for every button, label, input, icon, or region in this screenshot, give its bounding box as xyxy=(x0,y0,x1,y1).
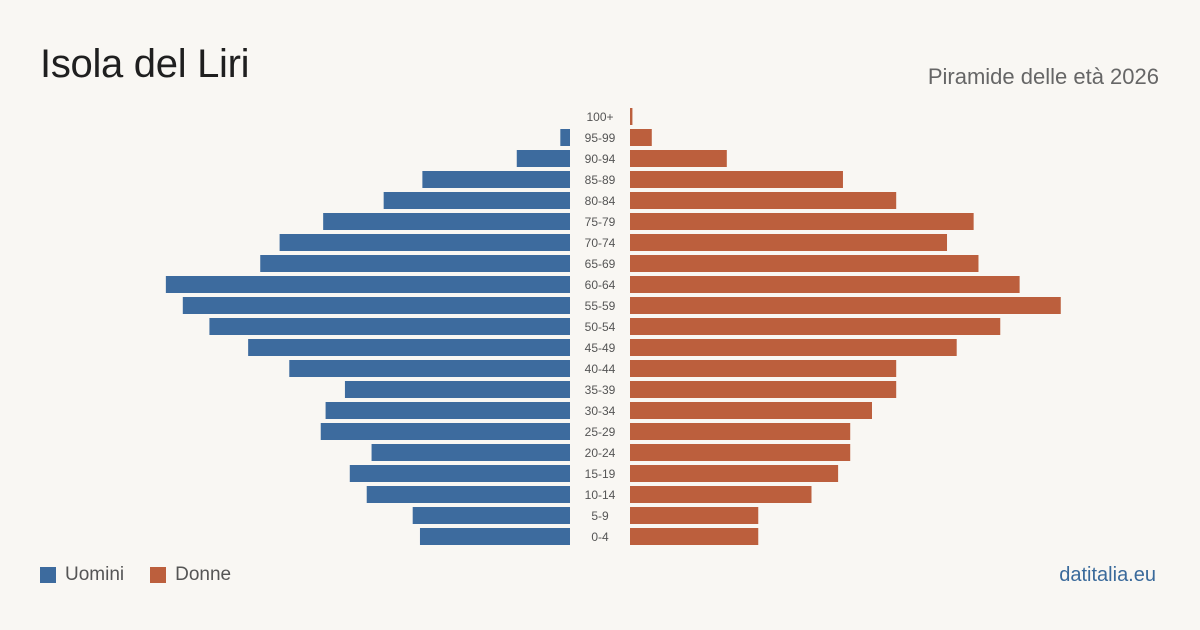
bar-men-80-84 xyxy=(383,192,570,209)
age-label-55-59: 55-59 xyxy=(585,299,616,313)
age-label-10-14: 10-14 xyxy=(585,488,616,502)
bar-women-20-24 xyxy=(630,444,851,461)
bar-women-15-19 xyxy=(630,465,839,482)
bar-men-0-4 xyxy=(419,528,570,545)
age-label-90-94: 90-94 xyxy=(585,152,616,166)
age-label-40-44: 40-44 xyxy=(585,362,616,376)
bar-women-25-29 xyxy=(630,423,851,440)
legend-label-men: Uomini xyxy=(65,564,125,585)
bar-women-35-39 xyxy=(630,381,897,398)
bar-women-30-34 xyxy=(630,402,872,419)
bar-women-95-99 xyxy=(630,129,652,146)
age-label-60-64: 60-64 xyxy=(585,278,616,292)
legend-item-men: Uomini xyxy=(40,564,124,586)
bar-women-75-79 xyxy=(630,213,974,230)
legend: Uomini Donne xyxy=(40,564,257,586)
age-label-0-4: 0-4 xyxy=(591,530,609,544)
legend-item-women: Donne xyxy=(150,564,231,586)
age-label-80-84: 80-84 xyxy=(585,194,616,208)
age-label-50-54: 50-54 xyxy=(585,320,616,334)
bar-men-85-89 xyxy=(422,171,570,188)
bar-women-5-9 xyxy=(630,507,759,524)
age-label-75-79: 75-79 xyxy=(585,215,616,229)
bar-women-50-54 xyxy=(630,318,1001,335)
age-label-5-9: 5-9 xyxy=(591,509,609,523)
bar-men-30-34 xyxy=(325,402,570,419)
bar-women-80-84 xyxy=(630,192,897,209)
bar-women-60-64 xyxy=(630,276,1020,293)
age-label-45-49: 45-49 xyxy=(585,341,616,355)
bar-women-65-69 xyxy=(630,255,979,272)
bar-women-10-14 xyxy=(630,486,812,503)
bar-women-55-59 xyxy=(630,297,1061,314)
bar-men-45-49 xyxy=(248,339,570,356)
age-label-30-34: 30-34 xyxy=(585,404,616,418)
bar-women-90-94 xyxy=(630,150,727,167)
page-title: Isola del Liri xyxy=(40,42,250,86)
legend-swatch-women xyxy=(150,567,167,583)
bar-men-35-39 xyxy=(344,381,570,398)
chart-subtitle: Piramide delle età 2026 xyxy=(927,64,1159,89)
bar-men-90-94 xyxy=(516,150,570,167)
bar-men-65-69 xyxy=(260,255,570,272)
bar-men-15-19 xyxy=(349,465,570,482)
bar-women-0-4 xyxy=(630,528,759,545)
age-label-65-69: 65-69 xyxy=(585,257,616,271)
bar-men-10-14 xyxy=(366,486,570,503)
bar-men-40-44 xyxy=(289,360,570,377)
legend-label-women: Donne xyxy=(175,564,232,585)
age-label-35-39: 35-39 xyxy=(585,383,616,397)
age-label-20-24: 20-24 xyxy=(585,446,616,460)
bar-women-45-49 xyxy=(630,339,957,356)
bar-men-25-29 xyxy=(320,423,570,440)
bar-women-40-44 xyxy=(630,360,897,377)
age-label-25-29: 25-29 xyxy=(585,425,616,439)
bar-women-100+ xyxy=(630,108,633,125)
age-label-95-99: 95-99 xyxy=(585,131,616,145)
bar-women-70-74 xyxy=(630,234,948,251)
age-label-70-74: 70-74 xyxy=(585,236,616,250)
bar-men-75-79 xyxy=(323,213,570,230)
legend-swatch-men xyxy=(40,567,56,583)
bar-men-70-74 xyxy=(279,234,570,251)
bar-men-5-9 xyxy=(412,507,570,524)
bar-men-55-59 xyxy=(182,297,571,314)
source-link[interactable]: datitalia.eu xyxy=(1059,564,1156,586)
bar-men-60-64 xyxy=(165,276,571,293)
age-label-15-19: 15-19 xyxy=(585,467,616,481)
bar-men-20-24 xyxy=(371,444,570,461)
bar-women-85-89 xyxy=(630,171,843,188)
age-label-85-89: 85-89 xyxy=(585,173,616,187)
age-label-100+: 100+ xyxy=(586,110,613,124)
bar-men-50-54 xyxy=(209,318,571,335)
bar-men-95-99 xyxy=(560,129,570,146)
